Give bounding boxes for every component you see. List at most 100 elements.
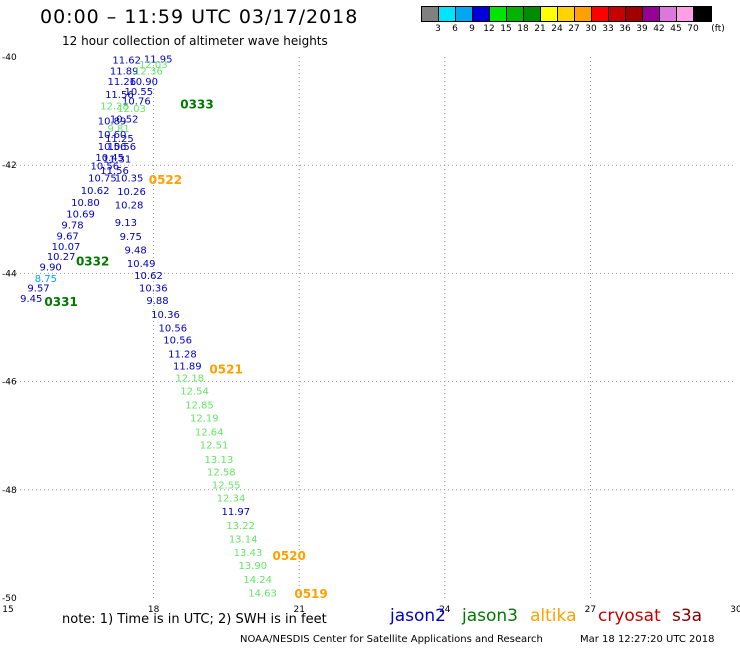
wave-height-label: 10.56 [91,162,120,173]
x-tick-label: 15 [2,605,13,615]
pass-number-label: 0331 [44,295,77,309]
legend-label: 45 [670,24,682,34]
wave-height-label: 11.31 [103,154,132,165]
legend-label: 30 [585,24,597,34]
wave-height-label: 10.36 [151,310,180,321]
credit-line: NOAA/NESDIS Center for Satellite Applica… [240,634,543,645]
x-tick-label: 24 [439,605,451,615]
wave-height-label: 10.56 [98,142,127,153]
legend-swatch [439,7,456,21]
wave-height-label: 12.64 [195,428,224,439]
x-tick-label: 21 [293,605,304,615]
legend-swatch [660,7,677,21]
wave-height-label: 9.57 [27,283,49,294]
wave-height-label: 10.89 [98,117,127,128]
legend-label: 39 [636,24,648,34]
legend-swatch [643,7,660,21]
wave-height-label: 14.24 [243,575,272,586]
wave-height-label: 8.75 [35,274,57,285]
wave-height-label: 10.60 [98,130,127,141]
wave-height-label: 10.28 [115,200,144,211]
wave-height-label: 13.43 [234,548,263,559]
y-tick-label: -40 [2,53,17,63]
legend-s3a: s3a [672,606,703,626]
pass-number-label: 0521 [209,362,242,376]
wave-height-label: 12.55 [212,481,241,492]
legend-swatch [575,7,592,21]
wave-height-label: 11.95 [144,54,173,65]
legend-label: 9 [469,24,475,34]
y-tick-label: -42 [2,161,17,171]
wave-height-label: 10.56 [107,142,136,153]
wave-height-label: 9.75 [120,232,142,243]
legend-swatch [558,7,575,21]
wave-height-label: 9.88 [146,296,168,307]
wave-height-label: 10.52 [110,114,139,125]
legend-swatch [507,7,524,21]
legend-swatch [609,7,626,21]
wave-height-label: 11.89 [110,66,139,77]
wave-height-label: 11.56 [100,166,129,177]
wave-height-label: 12.28 [100,101,129,112]
legend-swatch [592,7,609,21]
legend-label: 18 [517,24,529,34]
wave-height-label: 10.49 [127,259,156,270]
x-tick-label: 30 [730,605,740,615]
wave-height-label: 10.07 [52,242,81,253]
wave-height-label: 10.62 [134,271,163,282]
y-tick-label: -50 [2,594,17,604]
wave-height-label: 12.36 [134,66,163,77]
wave-height-label: 12.03 [139,60,168,71]
legend-swatch [422,7,439,21]
legend-label: 24 [551,24,563,34]
wave-height-label: 9.13 [115,218,137,229]
x-tick-label: 18 [148,605,160,615]
wave-height-label: 9.67 [57,231,79,242]
y-tick-label: -44 [2,269,17,279]
wave-height-label: 10.56 [158,323,187,334]
generated-timestamp: Mar 18 12:27:20 UTC 2018 [580,634,715,645]
legend-label: 42 [653,24,665,34]
wave-height-label: 9.45 [20,294,42,305]
wave-height-label: 11.26 [107,77,136,88]
legend-label: 6 [452,24,458,34]
wave-height-label: 14.63 [248,588,277,599]
wave-height-label: 10.75 [88,173,117,184]
legend-swatch [677,7,694,21]
pass-number-label: 0333 [180,97,213,111]
wave-height-label: 10.26 [117,187,146,198]
wave-height-label: 9.81 [107,124,129,135]
map-grid [8,57,736,598]
y-tick-label: -46 [2,378,17,388]
legend-label: 33 [602,24,614,34]
wave-height-label: 12.58 [207,468,236,479]
wave-height-label: 11.62 [112,55,141,66]
wave-height-label: 11.97 [222,507,251,518]
wave-height-label: 10.62 [81,186,110,197]
legend-jason3: jason3 [462,606,518,626]
y-tick-label: -48 [2,486,17,496]
legend-label: 15 [500,24,512,34]
wave-height-label: 9.48 [124,245,146,256]
legend-swatch [541,7,558,21]
wave-height-label: 10.56 [163,336,192,347]
wave-height-label: 12.51 [200,441,229,452]
pass-number-label: 0522 [149,173,182,187]
wave-height-label: 12.85 [185,401,214,412]
x-tick-label: 27 [585,605,596,615]
pass-number-label: 0520 [273,549,306,563]
legend-label: 70 [687,24,699,34]
wave-height-label: 13.14 [229,534,258,545]
wave-height-label: 10.45 [95,153,124,164]
legend-label: 36 [619,24,631,34]
wave-height-label: 13.13 [205,455,234,466]
wave-height-label: 10.69 [66,210,95,221]
pass-labels: 0333 0522 0332 0331 0521 0520 0519 [44,97,327,601]
legend-unit: (ft) [711,24,725,34]
legend-label: 21 [534,24,546,34]
pass-number-label: 0332 [76,254,109,268]
wave-height-label: 10.55 [124,87,153,98]
wave-height-label: 12.54 [180,387,209,398]
wave-height-label: 10.27 [47,252,76,263]
